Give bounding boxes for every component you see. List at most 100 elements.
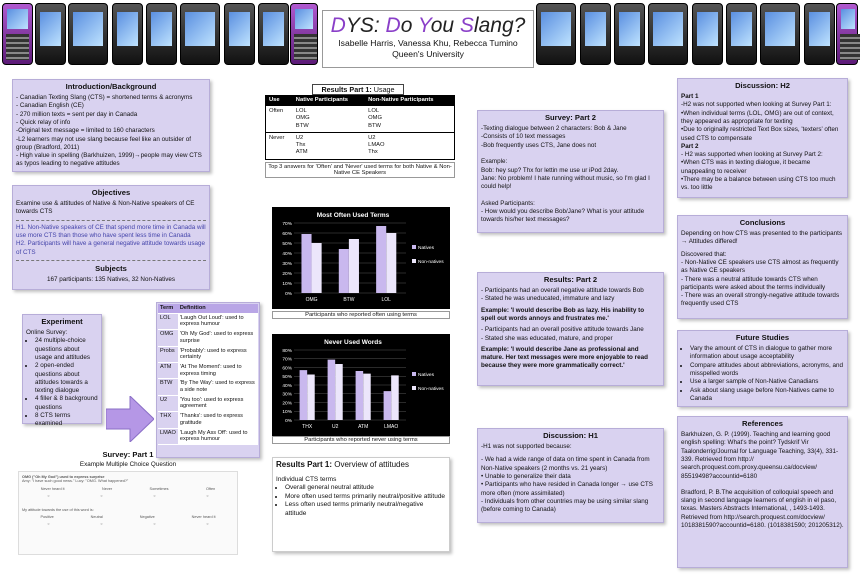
survey2-line: -Texting dialogue between 2 characters: … — [481, 125, 627, 133]
survey1-q1b: Amy: "I have such good news." Lucy: "OMG… — [22, 479, 129, 483]
bar — [307, 374, 315, 420]
survey-option: Never heard it — [191, 515, 216, 519]
x-tick-label: BTW — [343, 297, 354, 303]
y-tick-label: 50% — [282, 374, 292, 380]
survey-option: Often — [205, 487, 216, 491]
usage-term: Thx — [295, 142, 306, 149]
phone-icon — [804, 3, 835, 65]
results2-line: - Participants had an overall negative a… — [481, 287, 644, 295]
bar — [376, 226, 387, 293]
usage-term: LMAO — [368, 142, 385, 149]
phone-icon — [614, 3, 645, 65]
results2-example: Example: 'I would describe Bob as lazy. … — [481, 306, 645, 322]
objectives-panel: Objectives Examine use & attitudes of Na… — [12, 185, 210, 290]
future-item: Compare attitudes about abbreviations, a… — [690, 362, 844, 379]
survey1-question-image: OMG ("Oh My God") used to express surpri… — [18, 471, 238, 555]
experiment-list: 24 multiple-choice questions about usage… — [26, 337, 98, 428]
usage-header-cell: Use — [265, 95, 293, 106]
y-tick-label: 0% — [285, 291, 293, 297]
phone-icon — [648, 3, 688, 65]
discussion2-part: Part 2 — [681, 142, 699, 150]
attitudes-list: Overall general neutral attitudeMore oft… — [276, 484, 446, 518]
phone-icon — [35, 3, 66, 65]
x-tick-label: U2 — [332, 424, 339, 430]
attitudes-heading: Results Part 1: Overview of attitudes — [276, 460, 409, 469]
future-item: Ask about slang usage before Non-Natives… — [690, 387, 844, 404]
intro-line: - 270 million texts = sent per day in Ca… — [16, 110, 138, 118]
table-row: Often LOL OMG BTW LOL OMG BTW — [265, 105, 455, 133]
attitude-item: Less often used terms primarily neutral/… — [285, 501, 446, 518]
bar — [299, 370, 308, 420]
phone-icon — [290, 3, 318, 65]
definition-cell: 'Laugh My Ass Off': used to express humo… — [177, 428, 258, 445]
experiment-item: 8 CTS terms examined — [35, 412, 98, 429]
discussion1-line: - We had a wide range of data on time sp… — [481, 456, 650, 472]
conclusions-line: - There was a neutral attitude towards C… — [681, 275, 826, 291]
y-tick-label: 20% — [282, 400, 292, 406]
survey2-line: Jane: No problem! I hate running without… — [481, 174, 650, 191]
survey2-line: - How would you describe Bob/Jane? What … — [481, 207, 645, 224]
survey1-heading: Survey: Part 1 — [102, 450, 154, 459]
conclusions-line: - Non-Native CE speakers use CTS almost … — [681, 258, 839, 275]
bar — [391, 375, 399, 420]
title-letter: S — [459, 14, 474, 37]
definition-cell: 'Probably': used to express certainty — [177, 346, 258, 363]
terms-header-row: Term Definition — [158, 304, 258, 314]
y-tick-label: 50% — [282, 241, 292, 247]
results2-line: - Stated he was uneducated, immature and… — [481, 295, 615, 303]
survey2-panel: Survey: Part 2 -Texting dialogue between… — [477, 110, 664, 233]
discussion1-heading: Discussion: H1 — [543, 431, 598, 440]
often-used-chart: Most Often Used Terms 0% 10% 20% 30% 40% 50% 60… — [272, 207, 450, 309]
x-tick-label: OMG — [306, 297, 318, 303]
phone-icon — [580, 3, 611, 65]
intro-heading: Introduction/Background — [65, 82, 157, 91]
title-letter: ou — [430, 14, 460, 37]
future-item: Use a larger sample of Non-Native Canadi… — [690, 378, 844, 386]
y-tick-label: 30% — [282, 392, 292, 398]
table-row: U2 'You too': used to express agreement — [158, 395, 258, 413]
table-row: THX 'Thanks': used to express gratitude — [158, 411, 258, 429]
usage-header-cell: Native Participants — [292, 95, 366, 106]
survey1-options-2: Positive Neutral Negative Never heard it — [22, 515, 234, 519]
definition-cell: 'Thanks': used to express gratitude — [177, 411, 258, 429]
banner-left — [0, 0, 320, 70]
y-tick-label: 20% — [282, 271, 292, 277]
discussion1-lines: - We had a wide range of data on time sp… — [481, 456, 660, 514]
intro-line: -L2 learners may not use slang because f… — [16, 135, 192, 151]
definition-cell: 'At The Moment': used to express timing — [177, 362, 258, 380]
reference-1: Barkhuizen, G. P. (1999). Teaching and l… — [681, 431, 839, 480]
results1-table-panel: Use Native Participants Non-Native Partici… — [265, 95, 455, 187]
title-letter: : — [373, 14, 386, 37]
banner-right — [534, 0, 860, 70]
usage-term: BTW — [295, 122, 309, 129]
usage-header-cell: Non-Native Participants — [365, 95, 455, 106]
phone-icon — [112, 3, 143, 65]
discussion2-lines: •When individual terms (LOL, OMG) are ou… — [681, 110, 844, 143]
discussion1-line: -H1 was not supported because: — [481, 443, 572, 451]
discussion2-line: -H2 was not supported when looking at Su… — [681, 101, 832, 109]
arrow-right-icon — [106, 396, 154, 442]
survey-option: Never heard it — [40, 487, 65, 491]
legend-label: Natives — [418, 372, 435, 378]
survey2-line: -Consists of 10 text messages — [481, 133, 566, 141]
objectives-heading: Objectives — [91, 188, 131, 197]
definition-cell: 'You too': used to express agreement — [177, 395, 258, 413]
results2-line: - Participants had an overall positive a… — [481, 326, 644, 334]
y-tick-label: 40% — [282, 383, 292, 389]
future-heading: Future Studies — [735, 333, 790, 342]
chart-title: Most Often Used Terms — [317, 212, 390, 219]
experiment-item: 2 open-ended questions about attitudes t… — [35, 362, 98, 395]
usage-term: OMG — [368, 115, 382, 122]
survey1-panel: Survey: Part 1 Example Multiple Choice Q… — [18, 450, 238, 563]
survey1-options: Never heard it Never Sometimes Often — [22, 487, 234, 491]
discussion2-bullet: •When individual terms (LOL, OMG) are ou… — [681, 109, 834, 125]
discussion1-line: • Participants who have resided in Canad… — [481, 481, 653, 497]
bar — [363, 373, 371, 420]
authors: Isabelle Harris, Vanessa Khu, Rebecca Tu… — [338, 38, 518, 48]
term-cell: LMAO — [158, 428, 178, 445]
experiment-sub: Online Survey: — [26, 329, 68, 337]
discussion1-panel: Discussion: H1 -H1 was not supported bec… — [477, 428, 664, 523]
survey2-line: Example: — [481, 158, 508, 166]
conclusions-heading: Conclusions — [739, 218, 786, 227]
discussion2-bullet: •When CTS was in texting dialogue, it be… — [681, 159, 811, 175]
